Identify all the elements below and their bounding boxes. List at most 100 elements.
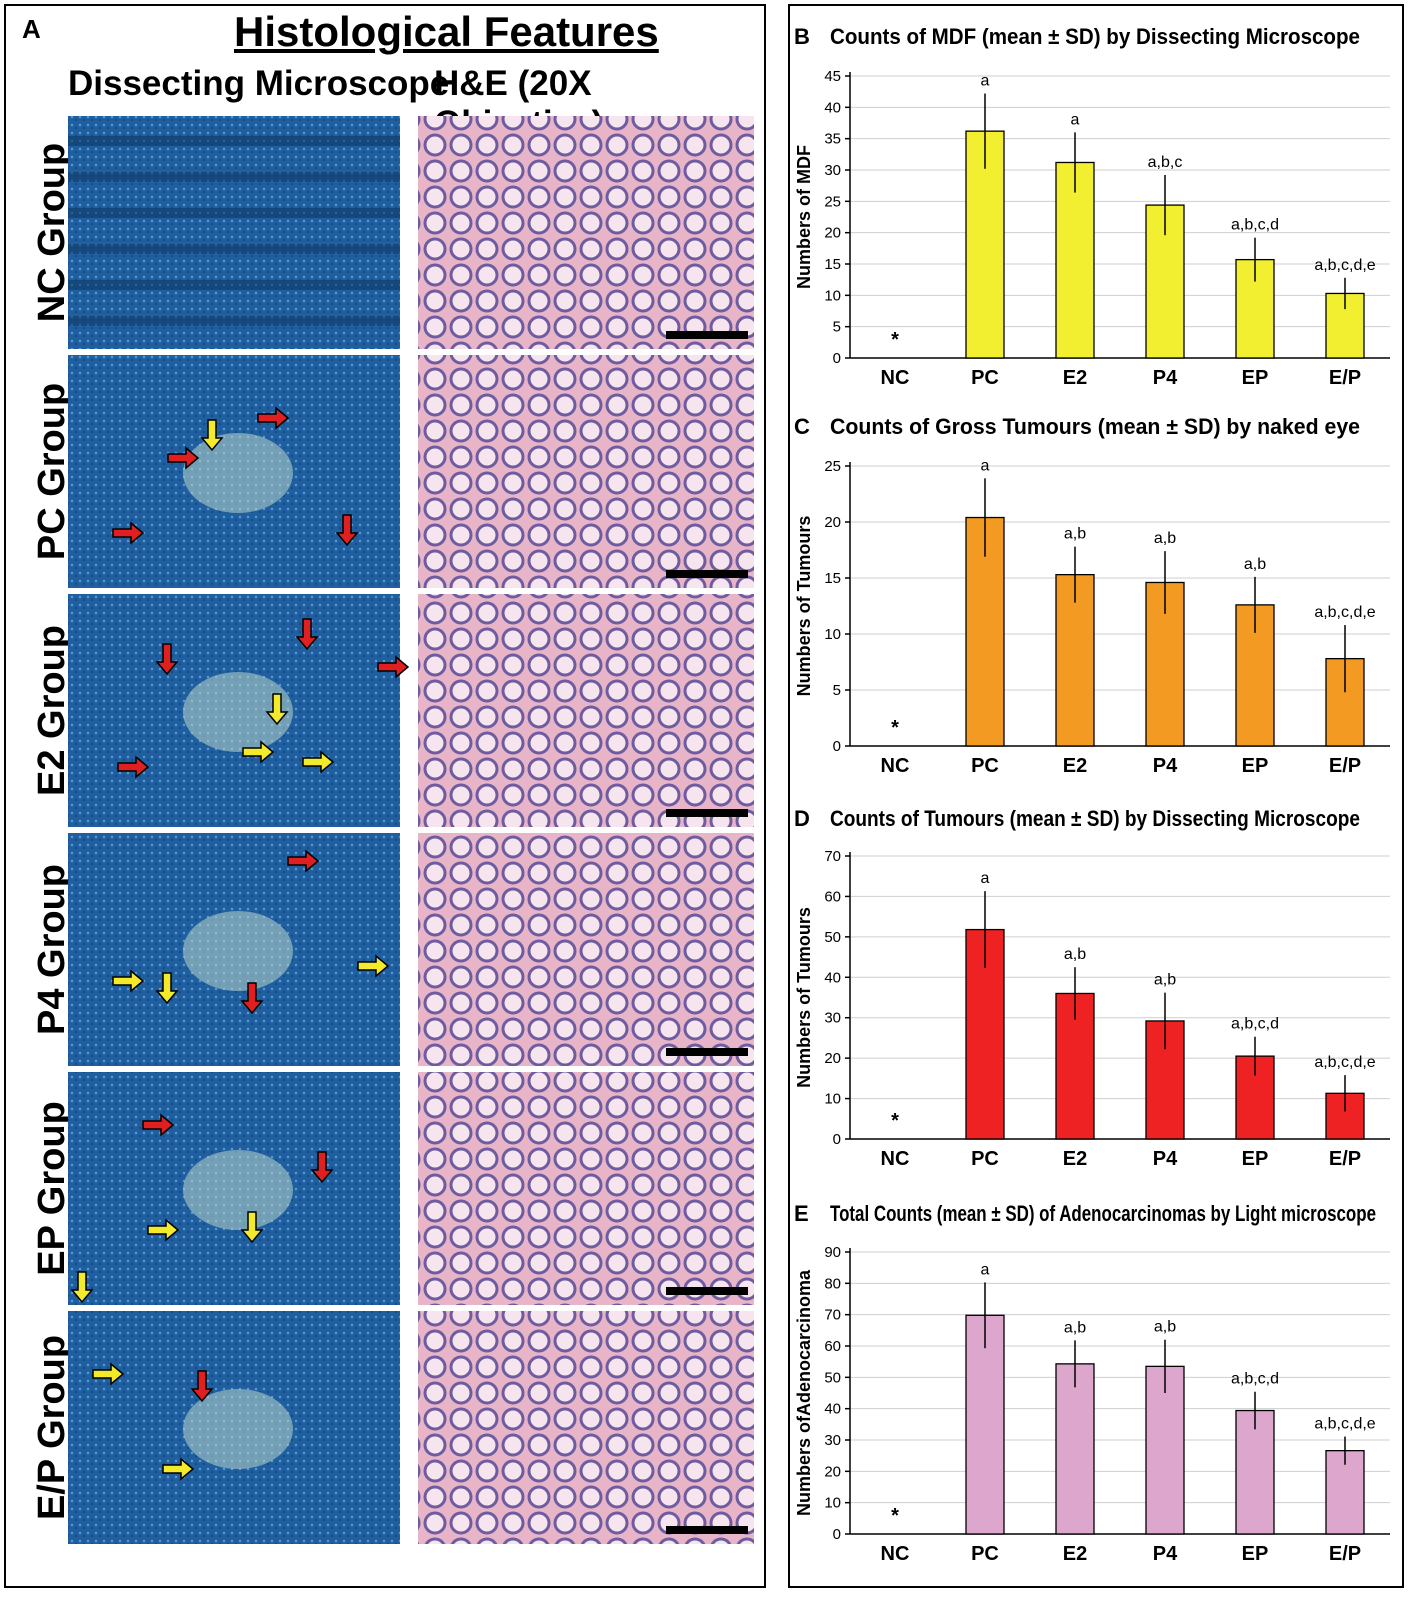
- group-label: P4 Group: [31, 864, 73, 1035]
- y-tick-label: 60: [824, 888, 841, 905]
- chart-letter: B: [794, 24, 810, 49]
- x-tick-label: P4: [1153, 367, 1178, 389]
- y-tick-label: 5: [833, 319, 841, 336]
- chart-D: D Counts of Tumours (mean ± SD) by Dissec…: [794, 806, 1390, 1170]
- bar: [1145, 1020, 1185, 1140]
- scale-bar: [666, 331, 748, 339]
- lesion-arrow: [265, 693, 289, 726]
- lesion-arrow: [112, 969, 145, 993]
- x-tick-label: NC: [881, 755, 910, 777]
- y-tick-label: 40: [824, 969, 841, 986]
- x-tick-label: PC: [971, 1148, 999, 1170]
- y-tick-label: 70: [824, 1307, 841, 1324]
- lesion-arrow: [70, 1271, 94, 1304]
- x-tick-label: NC: [881, 1543, 910, 1565]
- bar: [965, 130, 1005, 359]
- lesion-arrow: [155, 972, 179, 1005]
- lesion-arrow: [200, 419, 224, 452]
- y-tick-label: 50: [824, 929, 841, 946]
- x-tick-label: E2: [1063, 755, 1087, 777]
- x-tick-label: E2: [1063, 367, 1087, 389]
- scale-bar: [666, 1287, 748, 1295]
- bar: [1235, 1409, 1275, 1535]
- histology-image-grid: NC Group PC Group E2 Group P4 Group EP Group…: [31, 116, 754, 1544]
- scale-bar: [666, 809, 748, 817]
- chart-E: E Total Counts (mean ± SD) of Adenocarcin…: [794, 1201, 1390, 1565]
- bar-annotation: a,b,c,d,e: [1314, 1054, 1375, 1071]
- y-tick-label: 10: [824, 287, 841, 304]
- bar-annotation: *: [891, 1505, 899, 1527]
- y-tick-label: 20: [824, 1050, 841, 1067]
- chart-B: B Counts of MDF (mean ± SD) by Dissecting…: [794, 24, 1390, 389]
- y-tick-label: 80: [824, 1275, 841, 1292]
- group-label: PC Group: [31, 383, 73, 560]
- y-tick-label: 20: [824, 514, 841, 531]
- lesion-arrow: [302, 750, 335, 774]
- bar: [1145, 1365, 1185, 1535]
- y-tick-label: 10: [824, 626, 841, 643]
- bar-annotation: a,b,c,d,e: [1314, 604, 1375, 621]
- lesion-arrow: [357, 954, 390, 978]
- lesion-arrow: [155, 643, 179, 676]
- chart-title: Counts of MDF (mean ± SD) by Dissecting …: [830, 24, 1360, 49]
- group-label: NC Group: [31, 143, 73, 322]
- y-axis-label: Numbers of MDF: [794, 145, 814, 289]
- y-tick-label: 15: [824, 570, 841, 587]
- dissecting-image: [68, 116, 400, 349]
- lesion-arrow: [242, 740, 275, 764]
- x-tick-label: EP: [1242, 1148, 1269, 1170]
- y-tick-label: 50: [824, 1369, 841, 1386]
- x-tick-label: PC: [971, 755, 999, 777]
- lesion-arrow: [112, 521, 145, 545]
- bar-annotation: a,b,c,d: [1231, 1016, 1279, 1033]
- y-tick-label: 40: [824, 1401, 841, 1418]
- x-tick-label: E/P: [1329, 1148, 1361, 1170]
- y-tick-label: 5: [833, 682, 841, 699]
- lesion-arrow: [147, 1218, 180, 1242]
- bar-annotation: a,b: [1064, 526, 1086, 543]
- y-tick-label: 20: [824, 225, 841, 242]
- chart-letter: C: [794, 414, 810, 439]
- lesion-arrow: [257, 406, 290, 430]
- y-tick-label: 45: [824, 68, 841, 85]
- column-header-dissecting: Dissecting Microscope: [68, 64, 450, 103]
- x-tick-label: E2: [1063, 1148, 1087, 1170]
- lesion-arrow: [377, 655, 410, 679]
- bar-annotation: a: [981, 457, 990, 474]
- chart-letter: D: [794, 806, 810, 831]
- chart-title: Total Counts (mean ± SD) of Adenocarcino…: [830, 1201, 1376, 1226]
- y-tick-label: 0: [833, 350, 841, 367]
- y-tick-label: 60: [824, 1338, 841, 1355]
- bar: [1055, 1363, 1095, 1535]
- bar-annotation: a,b: [1064, 946, 1086, 963]
- x-tick-label: P4: [1153, 755, 1178, 777]
- x-tick-label: NC: [881, 367, 910, 389]
- bar-annotation: a,b,c,d: [1231, 217, 1279, 234]
- y-tick-label: 10: [824, 1091, 841, 1108]
- bar-annotation: a: [1071, 111, 1080, 128]
- lesion-arrow: [92, 1362, 125, 1386]
- x-tick-label: P4: [1153, 1148, 1178, 1170]
- bar-annotation: *: [891, 1110, 899, 1132]
- bar-annotation: a,b,c,d: [1231, 1371, 1279, 1388]
- bar-annotation: *: [891, 717, 899, 739]
- scale-bar: [666, 570, 748, 578]
- bar-annotation: a,b: [1064, 1319, 1086, 1336]
- x-tick-label: EP: [1242, 755, 1269, 777]
- lesion-arrow: [240, 982, 264, 1015]
- scale-bar: [666, 1526, 748, 1534]
- lesion-arrow: [190, 1370, 214, 1403]
- lesion-arrow: [240, 1211, 264, 1244]
- bar-annotation: a: [981, 73, 990, 90]
- he-image: [418, 1311, 754, 1544]
- bar-annotation: a,b,c: [1148, 154, 1183, 171]
- bar-annotation: a,b: [1244, 556, 1266, 573]
- he-image: [418, 594, 754, 827]
- y-axis-label: Numbers of Tumours: [794, 516, 814, 697]
- y-axis-label: Numbers ofAdenocarcinoma: [794, 1269, 814, 1516]
- x-tick-label: PC: [971, 1543, 999, 1565]
- he-image: [418, 355, 754, 588]
- bar-annotation: a,b: [1154, 530, 1176, 547]
- lesion-arrow: [335, 514, 359, 547]
- lesion-arrow: [162, 1457, 195, 1481]
